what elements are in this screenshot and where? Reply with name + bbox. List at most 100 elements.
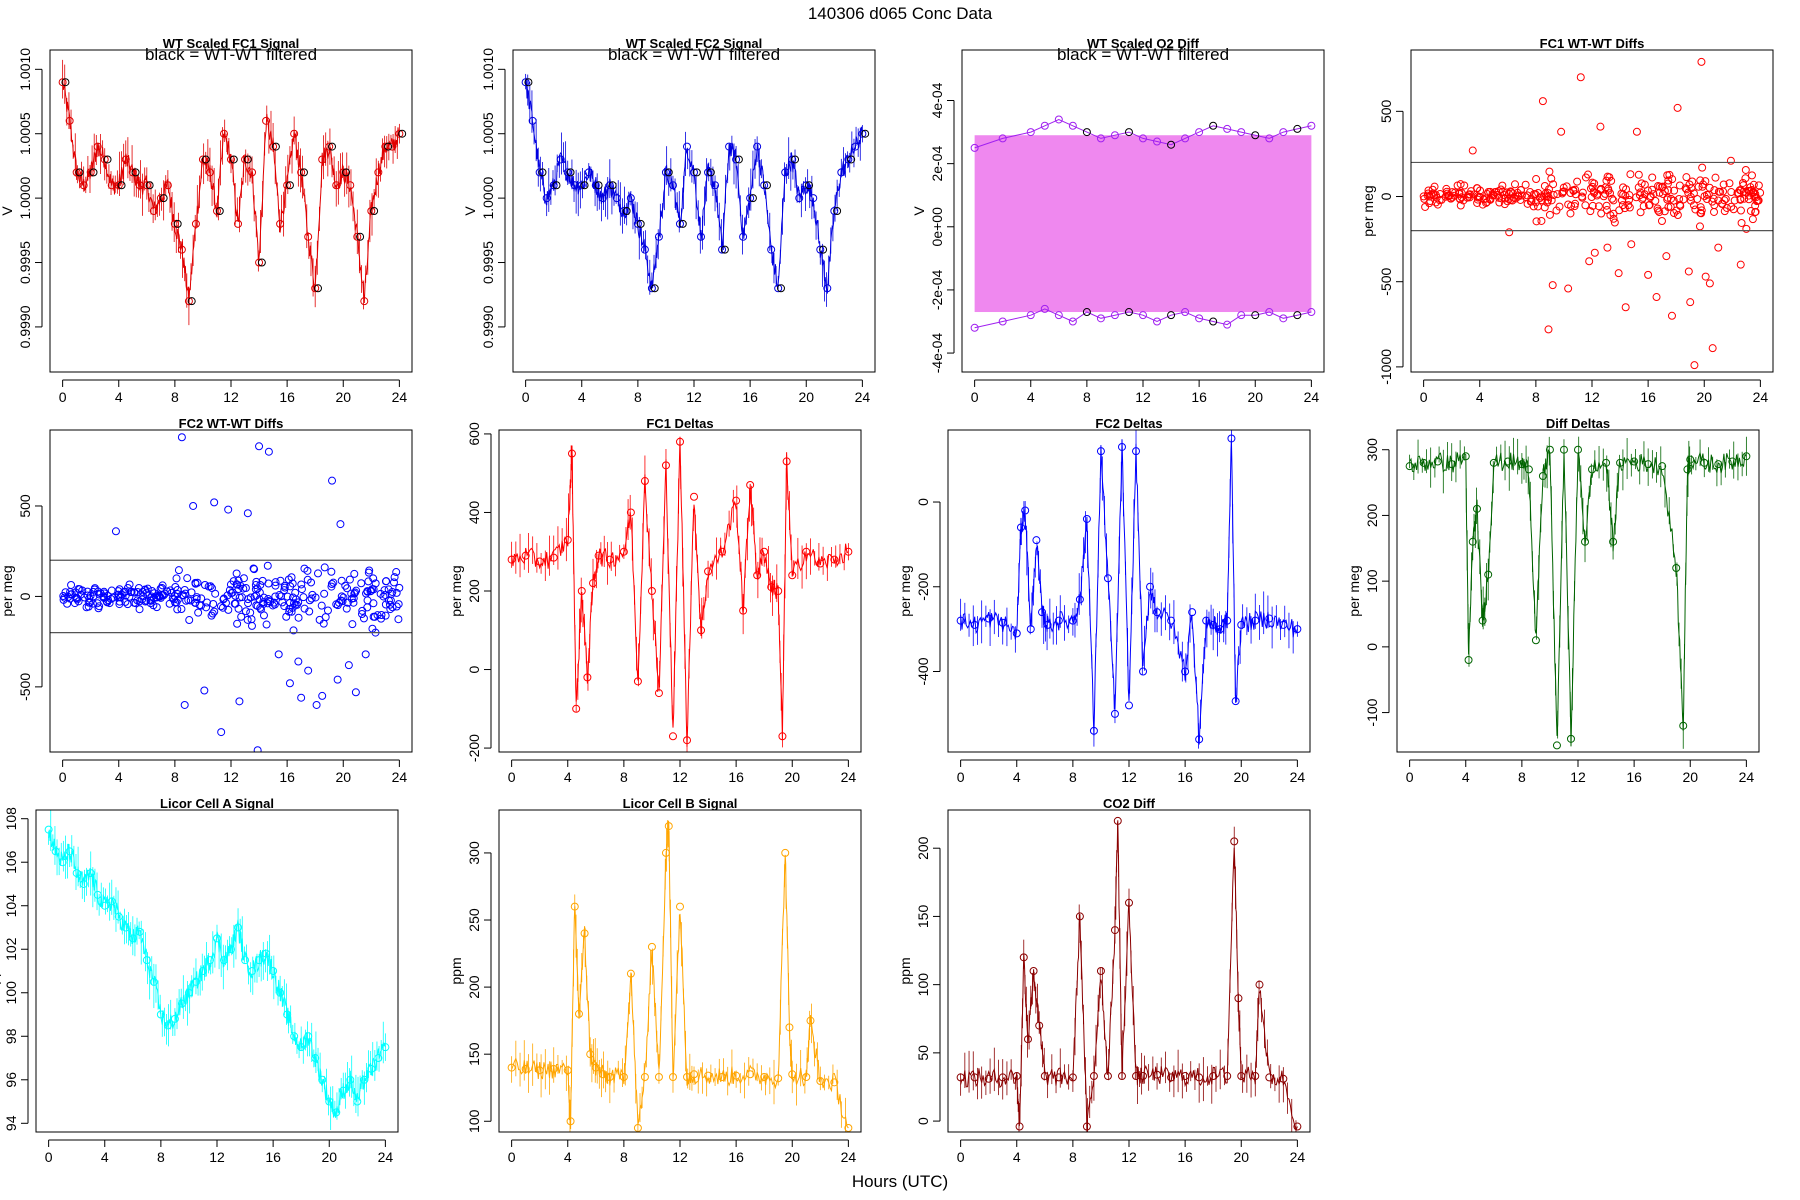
scatter-point [1421,202,1430,211]
data-point [1559,445,1568,454]
data-point [619,207,628,215]
data-point [149,977,158,986]
data-point [1075,595,1084,604]
scatter-point [365,566,374,575]
data-point [1124,128,1133,137]
scatter-point [1621,191,1630,200]
data-point [1068,1073,1077,1082]
data-point [1043,620,1052,629]
scatter-point [241,584,250,593]
scatter-point [327,567,336,576]
scatter-point [1521,180,1530,189]
scatter-point [1744,195,1753,204]
filtered-point [622,207,631,215]
y-tick-label: 200 [915,836,931,860]
scatter-point [1736,260,1745,269]
scatter-point [142,588,151,597]
scatter-point [386,596,395,605]
scatter-point [1719,187,1728,196]
data-point [1630,457,1639,466]
scatter-point [1532,217,1541,226]
data-point [142,956,151,965]
data-point [128,168,137,177]
data-point [1714,460,1723,469]
scatter-point [282,612,291,621]
scatter-point [395,583,404,592]
data-point [795,194,804,203]
data-point [1405,462,1414,471]
scatter-point [1646,192,1655,201]
plot-area [970,115,1316,332]
scatter-point [264,579,273,588]
data-point [704,168,713,177]
x-tick-label: 12 [1584,389,1600,405]
scatter-point [262,620,271,629]
scatter-point [1498,181,1507,190]
filtered-point [678,219,687,228]
data-point [746,1070,755,1079]
figure-title: 140306 d065 Conc Data [808,4,993,23]
scatter-point [1670,186,1679,195]
filtered-point [762,181,771,190]
x-tick-label: 4 [1027,389,1035,405]
data-point [1012,629,1021,638]
data-point [1602,458,1611,467]
data-point [998,134,1007,143]
filtered-point [664,168,673,177]
data-point [1167,616,1176,625]
scatter-point [1684,267,1693,276]
data-point [998,618,1007,627]
scatter-point [1708,197,1717,206]
data-point [121,923,130,932]
scatter-point [100,587,109,596]
scatter-point [1663,171,1672,180]
data-point [704,1071,713,1080]
scatter-point [1548,281,1557,290]
data-point [163,181,172,190]
x-tick-label: 4 [578,389,586,405]
x-tick-label: 20 [1696,389,1712,405]
data-point [212,207,221,215]
y-tick-label: 1.0010 [17,48,33,91]
scatter-point [233,619,242,628]
y-tick-label: 4e-04 [929,82,945,118]
filtered-point [538,168,547,177]
filtered-point [861,129,870,138]
scatter-point [1714,243,1723,252]
scatter-point [126,588,135,597]
data-point [219,129,228,138]
data-point [1146,582,1155,591]
data-point [633,219,642,228]
scatter-point [1424,186,1433,195]
scatter-point [1607,176,1616,185]
scatter-point [179,591,188,600]
data-point [1124,308,1133,317]
filtered-point [776,284,785,293]
filtered-point [103,155,112,164]
scatter-point [1542,192,1551,201]
panel-annotation: black = WT-WT filtered [608,45,780,64]
panel-title: Licor Cell B Signal [623,796,738,811]
data-point [830,1078,839,1087]
y-tick-label: 100 [1364,569,1380,593]
filtered-point [89,168,98,177]
panel-fc2-wtwt-diffs: FC2 WT-WT Diffs 0 4 8 12 16 20 24 -500 0 500 per me… [0,416,413,785]
scatter-point [271,592,280,601]
data-point [668,181,677,190]
scatter-point [347,589,356,598]
scatter-point [143,584,152,593]
data-point [528,116,537,125]
data-point [374,1054,383,1063]
scatter-point [341,581,350,590]
filtered-point [201,155,210,164]
data-point [774,587,783,595]
data-point [1574,445,1582,454]
data-point [1202,616,1211,625]
x-tick-label: 4 [1013,769,1021,785]
x-tick-label: 20 [1682,769,1698,785]
scatter-point [1747,171,1756,180]
data-point [198,155,207,164]
data-point [1096,447,1105,456]
data-point [1015,1122,1024,1131]
scatter-point [1430,182,1439,191]
